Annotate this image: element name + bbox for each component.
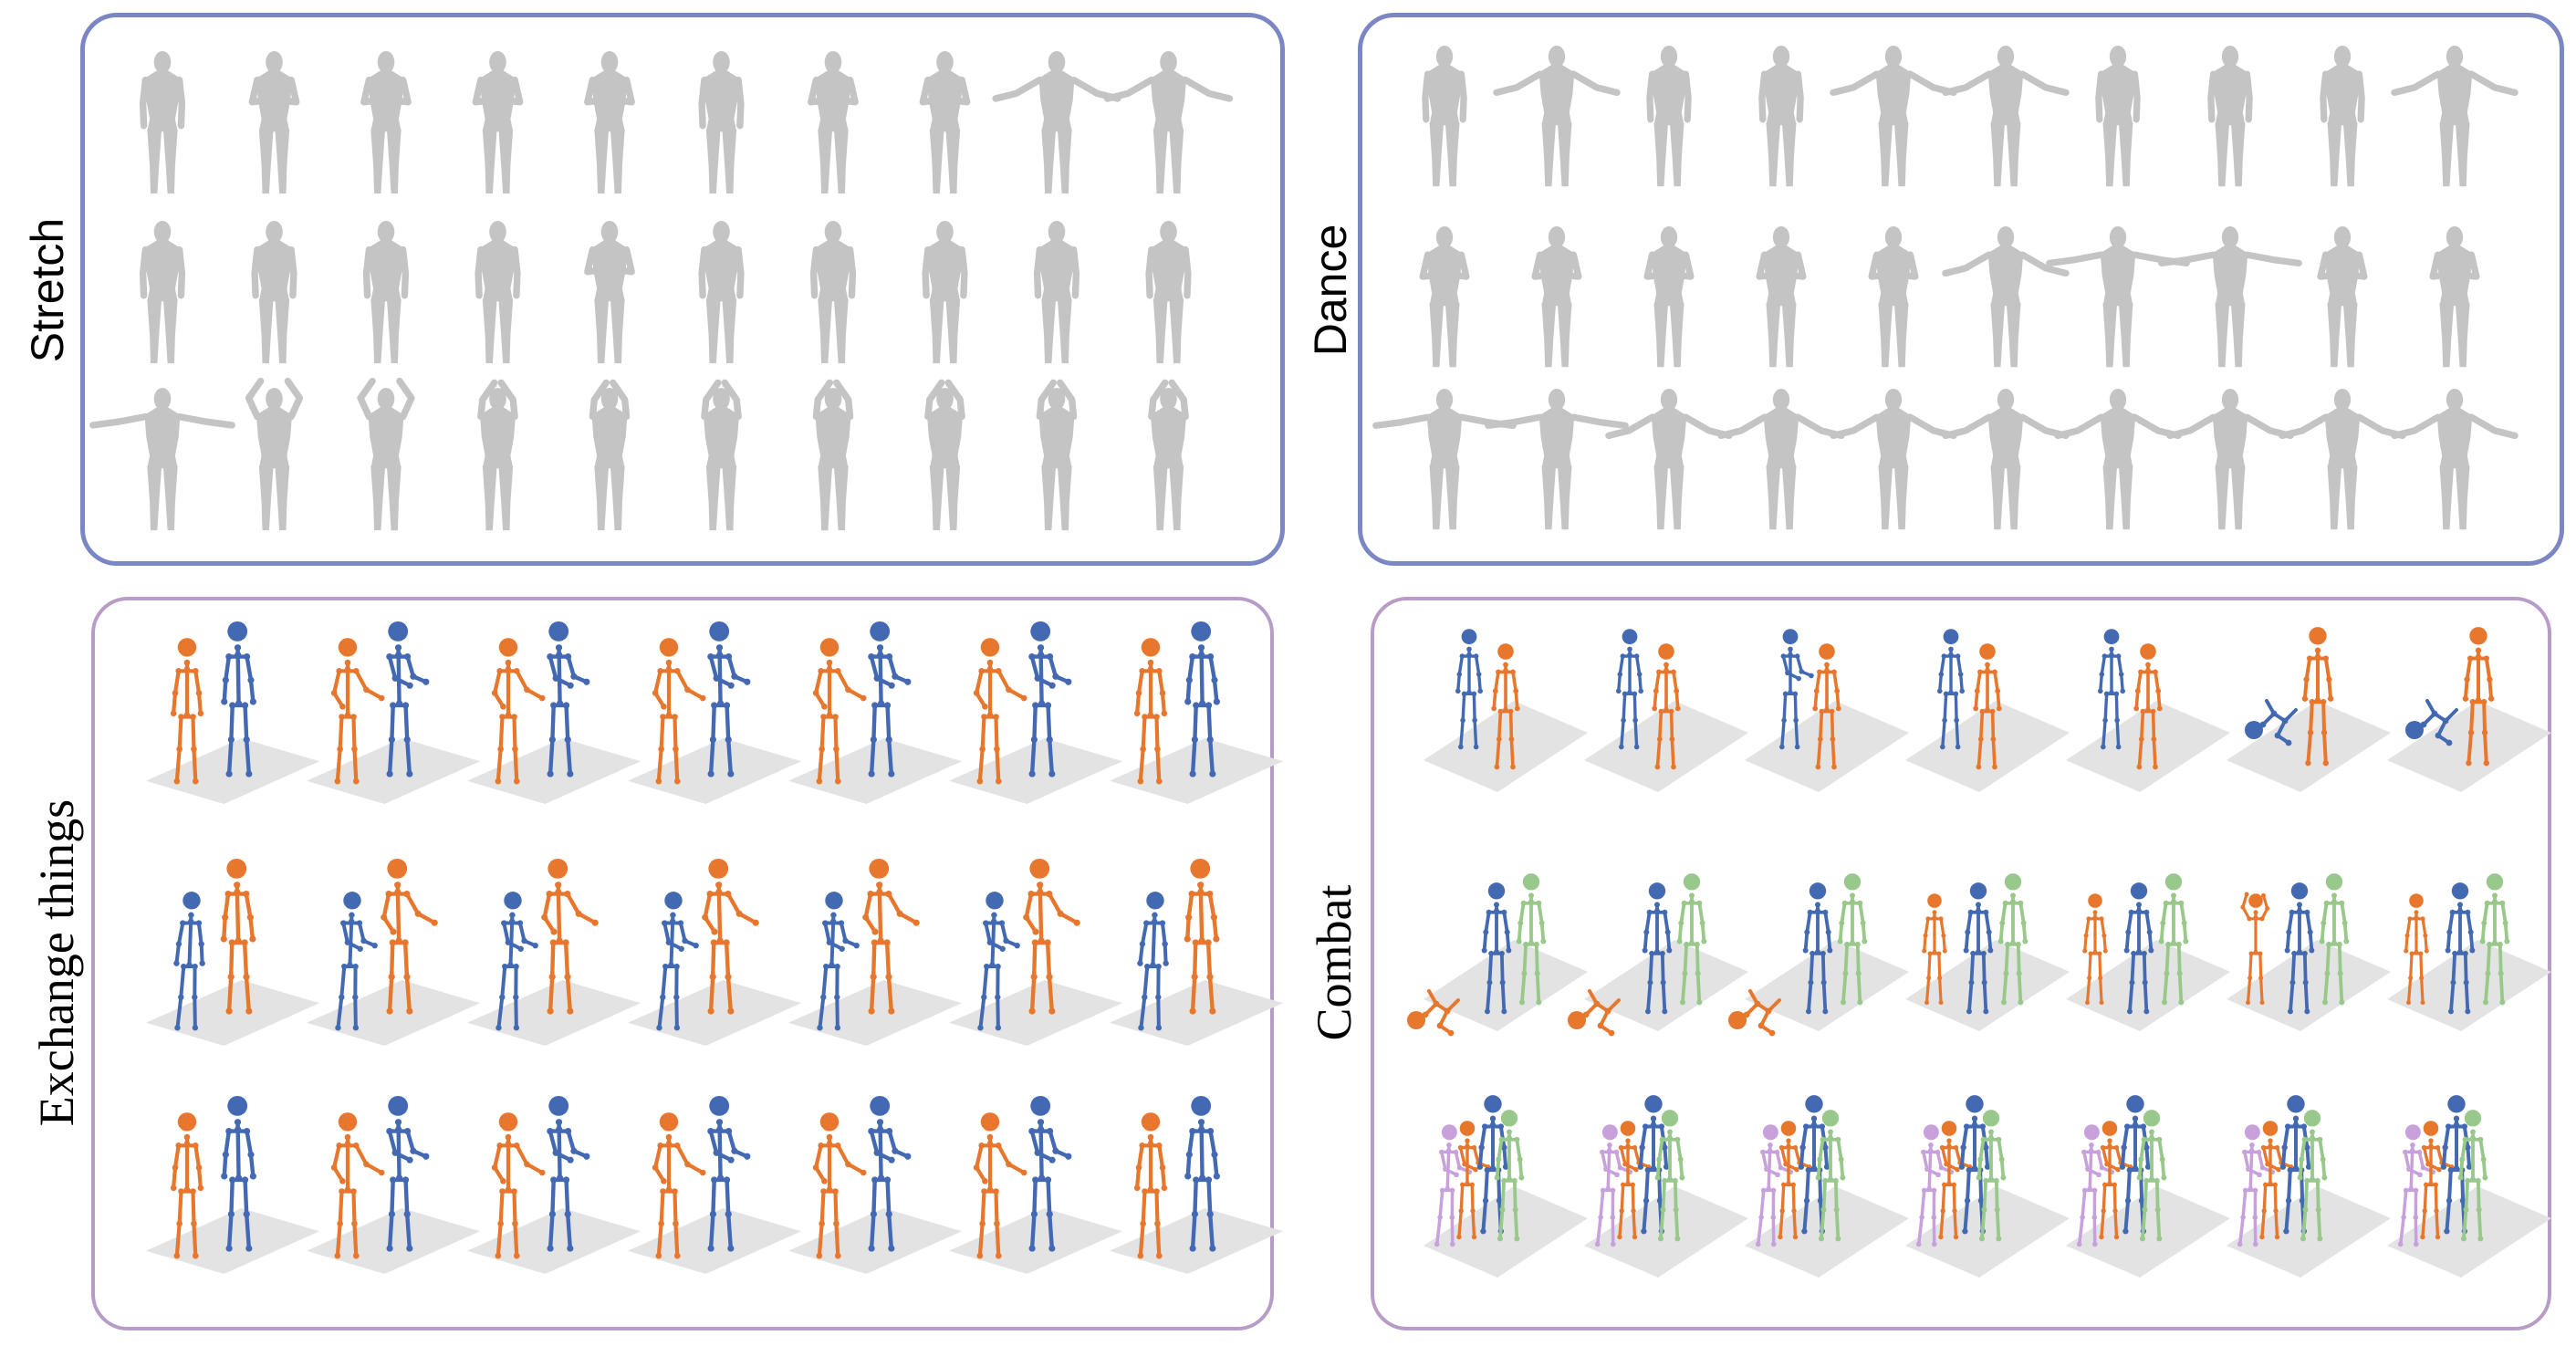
dance-panel	[1358, 13, 2564, 566]
exchange-label: Exchange things	[29, 798, 84, 1127]
combat-panel	[1371, 597, 2551, 1330]
exchange-panel	[91, 597, 1274, 1330]
stretch-panel	[80, 13, 1285, 566]
combat-label: Combat	[1307, 884, 1361, 1041]
dance-label: Dance	[1305, 224, 1356, 357]
stretch-label: Stretch	[22, 217, 73, 363]
